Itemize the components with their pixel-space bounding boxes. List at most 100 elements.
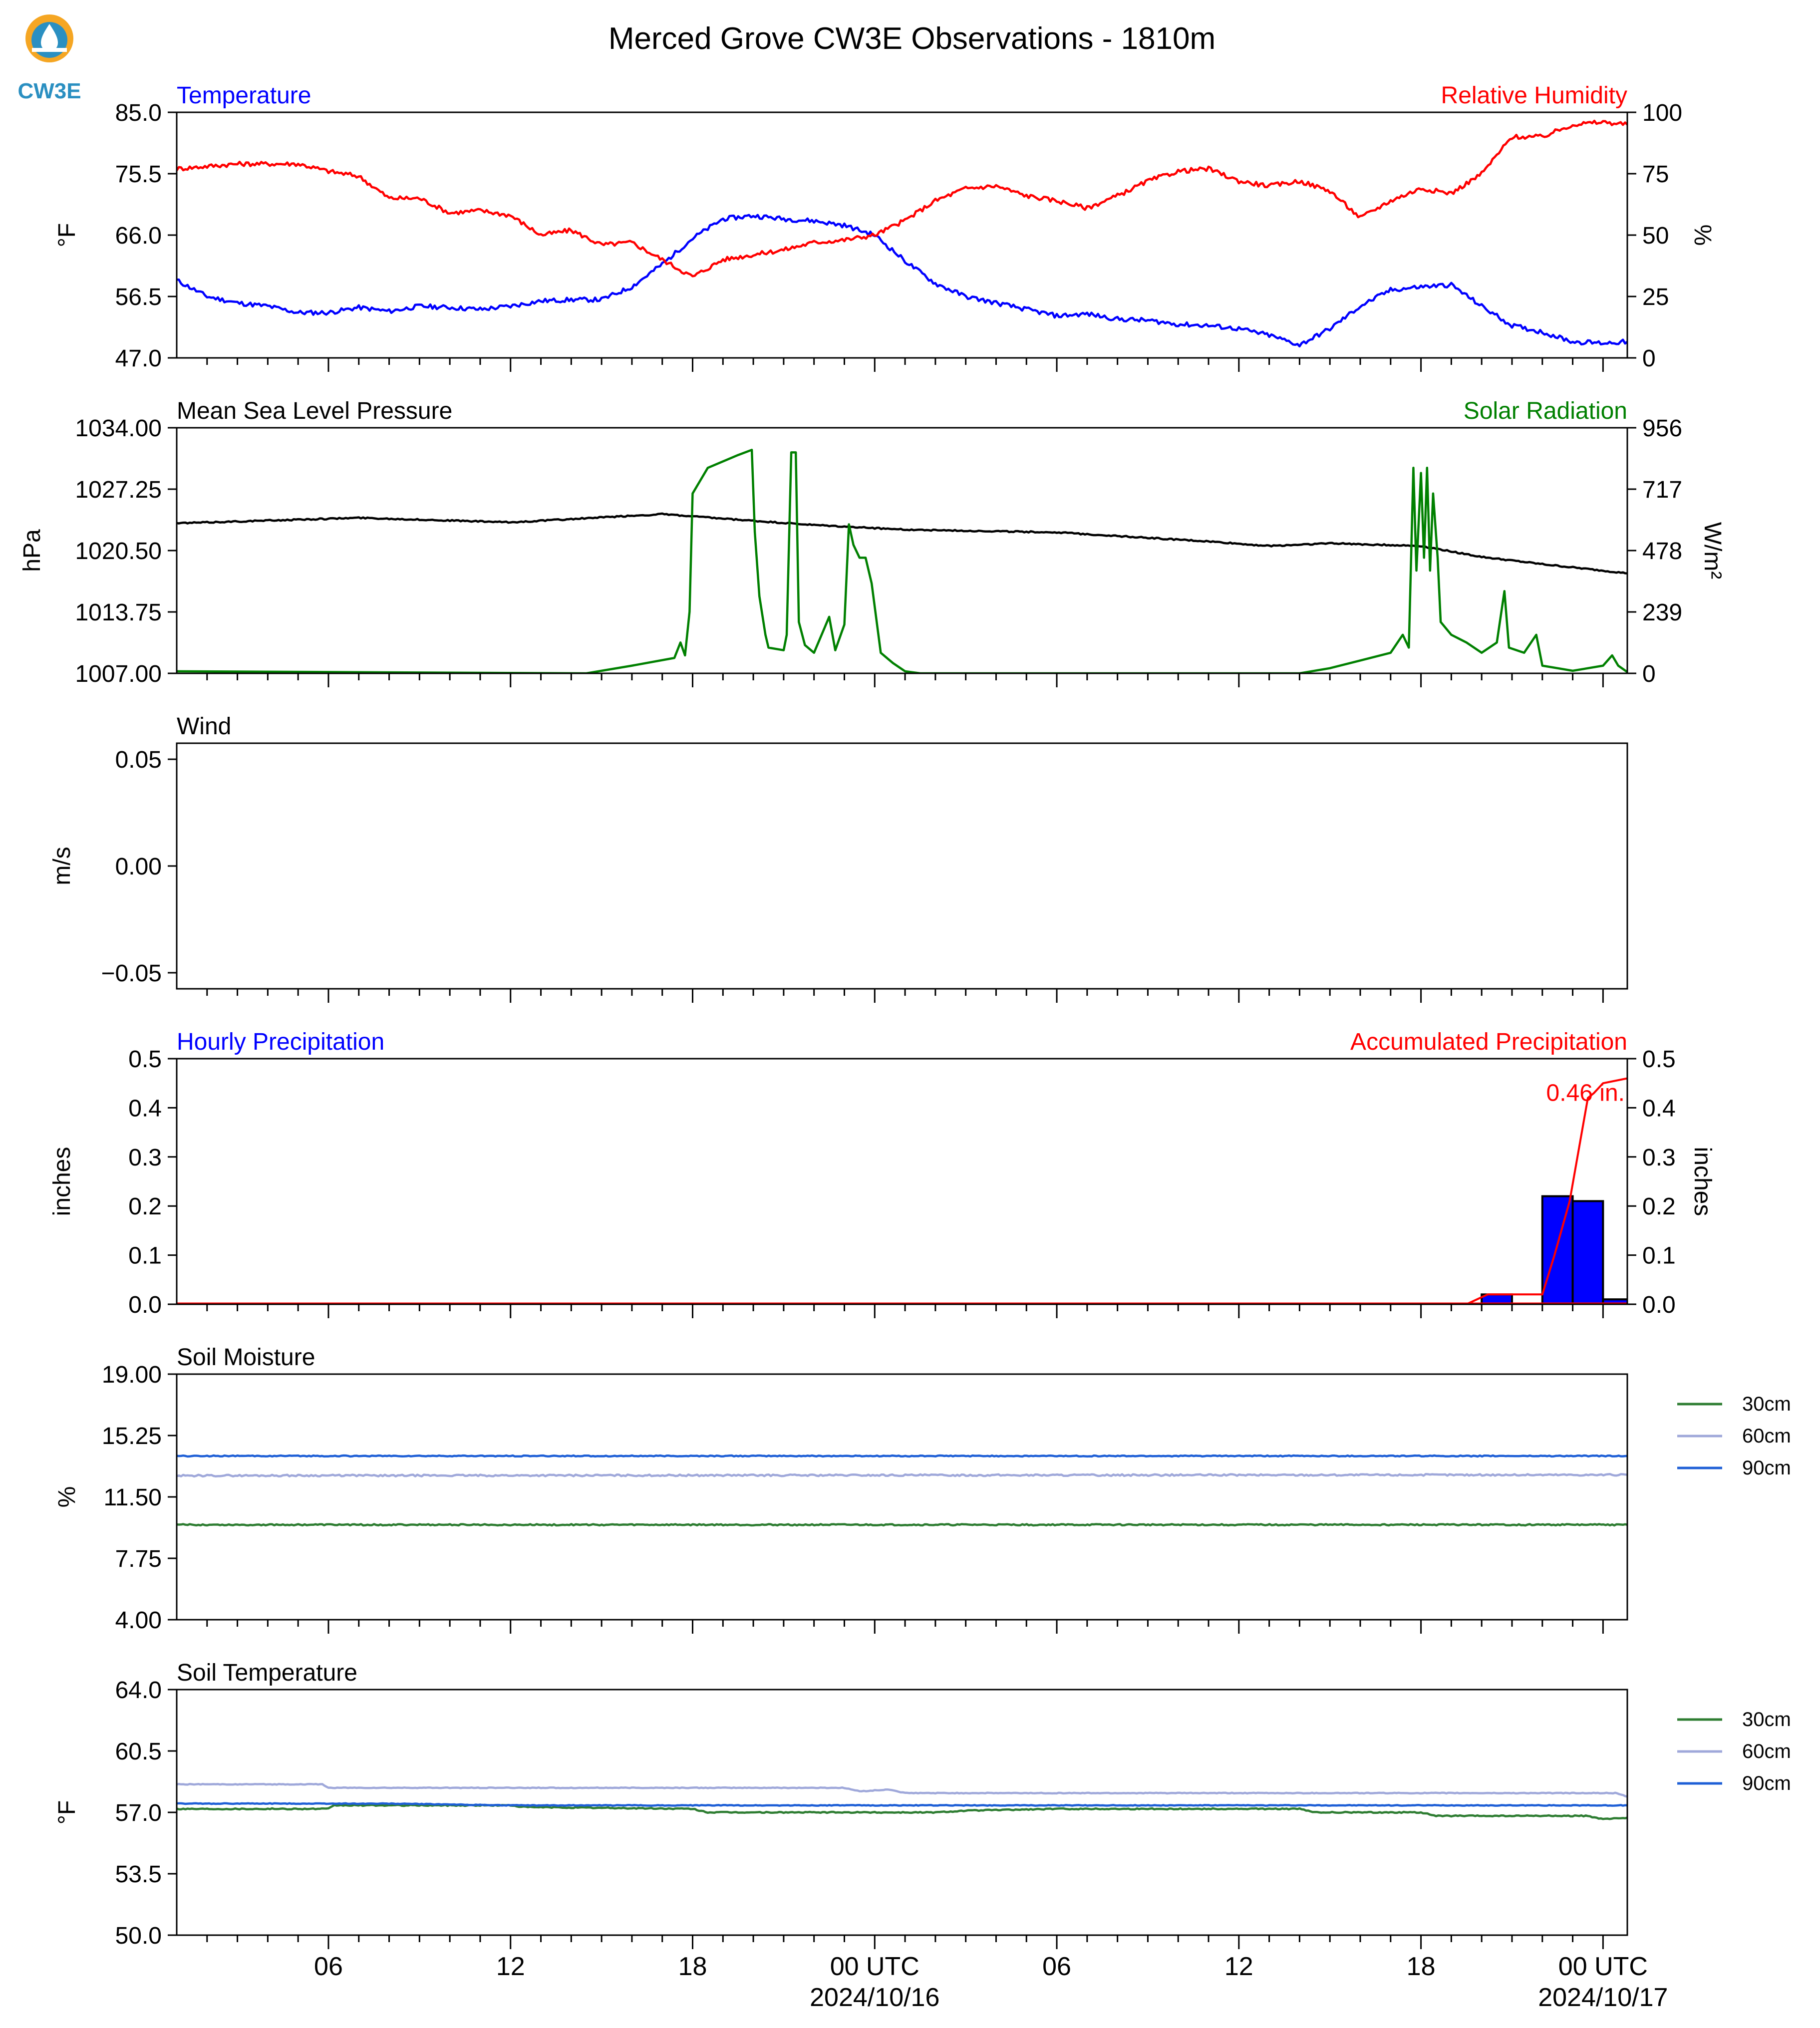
y2-axis-label: inches <box>1689 1147 1716 1216</box>
y2-tick-label: 0.1 <box>1642 1243 1676 1269</box>
series-line-60cm <box>177 1782 1627 1798</box>
y2-tick-label: 0.5 <box>1642 1046 1676 1073</box>
y-axis-label: °F <box>54 223 80 248</box>
y-tick-label: 1007.00 <box>75 661 162 687</box>
legend: 30cm 60cm 90cm <box>1677 1393 1791 1479</box>
plot-area <box>177 1454 1627 1527</box>
series-line-30cm <box>177 1523 1627 1527</box>
y-tick-label: −0.05 <box>101 960 162 987</box>
plot-frame <box>176 111 1628 359</box>
y-tick-label: 1034.00 <box>75 415 162 442</box>
x-tick-label: 18 <box>1407 1952 1436 1981</box>
y2-tick-label: 956 <box>1642 415 1682 442</box>
y2-tick-label: 50 <box>1642 223 1669 249</box>
y2-tick-label: 25 <box>1642 284 1669 310</box>
x-tick-label: 00 UTC <box>830 1952 919 1981</box>
y-tick-label: 50.0 <box>115 1923 162 1949</box>
legend-label: 60cm <box>1742 1425 1791 1447</box>
series-line-90cm <box>177 1802 1627 1807</box>
panel-soil_moisture: Soil Moisture 4.00 7.75 11.50 15.25 19.00% 30c… <box>54 1344 1791 1634</box>
logo: CW3E <box>17 14 81 103</box>
chart-title: Merced Grove CW3E Observations - 1810m <box>608 21 1215 56</box>
y-tick-label: 19.00 <box>102 1362 162 1388</box>
y-tick-label: 0.5 <box>128 1046 162 1073</box>
y-tick-label: 4.00 <box>115 1607 162 1634</box>
series-line-left <box>177 214 1627 348</box>
series-line-90cm <box>177 1454 1627 1458</box>
panel-left-title: Mean Sea Level Pressure <box>177 398 452 424</box>
y-tick-label: 0.2 <box>128 1193 162 1220</box>
plot-frame <box>176 1058 1628 1305</box>
y-tick-label: 15.25 <box>102 1423 162 1449</box>
y-tick-label: 85.0 <box>115 100 162 126</box>
y-tick-label: 0.05 <box>115 747 162 773</box>
plot-frame <box>176 742 1628 990</box>
y-tick-label: 56.5 <box>115 284 162 310</box>
y2-tick-label: 0.4 <box>1642 1095 1676 1122</box>
x-date-label: 2024/10/16 <box>810 1983 939 2012</box>
panel-left-title: Soil Moisture <box>177 1344 315 1371</box>
legend-label: 30cm <box>1742 1393 1791 1415</box>
legend-label: 30cm <box>1742 1709 1791 1731</box>
accumulated-annotation: 0.46 in. <box>1546 1080 1625 1106</box>
x-tick-label: 06 <box>1042 1952 1071 1981</box>
y-tick-label: 0.3 <box>128 1145 162 1171</box>
plot-frame <box>176 427 1628 674</box>
panel-left-title: Hourly Precipitation <box>177 1029 384 1055</box>
y-axis-label: inches <box>49 1147 75 1216</box>
y-tick-label: 75.5 <box>115 161 162 188</box>
panel-left-title: Temperature <box>177 82 311 109</box>
y-axis-label: °F <box>54 1800 80 1825</box>
logo-text: CW3E <box>17 79 81 103</box>
y-tick-label: 0.4 <box>128 1095 162 1122</box>
y-tick-label: 60.5 <box>115 1738 162 1765</box>
legend-label: 90cm <box>1742 1772 1791 1794</box>
x-tick-label: 12 <box>1224 1952 1253 1981</box>
y-tick-label: 53.5 <box>115 1861 162 1888</box>
y-axis-label: m/s <box>49 847 75 885</box>
panel-left-title: Soil Temperature <box>177 1660 357 1686</box>
plot-frame <box>176 1373 1628 1621</box>
y-tick-label: 57.0 <box>115 1800 162 1826</box>
legend: 30cm 60cm 90cm <box>1677 1709 1791 1794</box>
y2-tick-label: 0.2 <box>1642 1193 1676 1220</box>
precip-bar <box>1541 1195 1574 1304</box>
y-tick-label: 7.75 <box>115 1546 162 1572</box>
y-axis-label: hPa <box>19 529 45 572</box>
y-tick-label: 47.0 <box>115 345 162 372</box>
y2-tick-label: 239 <box>1642 599 1682 626</box>
legend-label: 90cm <box>1742 1457 1791 1479</box>
y2-tick-label: 0.3 <box>1642 1145 1676 1171</box>
panel-right-title: Solar Radiation <box>1464 398 1627 424</box>
y2-tick-label: 100 <box>1642 100 1682 126</box>
panel-right-title: Relative Humidity <box>1441 82 1627 109</box>
y-tick-label: 1020.50 <box>75 538 162 565</box>
series-line-right <box>177 449 1627 673</box>
panel-right-title: Accumulated Precipitation <box>1350 1029 1627 1055</box>
panel-pressure_solar: Mean Sea Level Pressure Solar Radiation 10… <box>19 398 1726 687</box>
series-line-left <box>177 512 1627 575</box>
panel-left-title: Wind <box>177 713 231 740</box>
plot-frame <box>176 1689 1628 1936</box>
panel-precip: Hourly Precipitation Accumulated Precipit… <box>49 1029 1716 1318</box>
plot-area <box>177 449 1627 673</box>
y-tick-label: 66.0 <box>115 223 162 249</box>
panel-soil_temp: Soil Temperature 50.0 53.5 57.0 60.5 64.0 °F 30… <box>54 1660 1791 2012</box>
plot-area <box>177 119 1627 348</box>
y2-axis-label: % <box>1689 225 1716 246</box>
y2-tick-label: 0 <box>1642 345 1656 372</box>
y2-tick-label: 0.0 <box>1642 1292 1676 1318</box>
y2-axis-label: W/m² <box>1699 522 1726 579</box>
y-tick-label: 0.1 <box>128 1243 162 1269</box>
precip-bar <box>1571 1200 1604 1304</box>
y-tick-label: 1013.75 <box>75 599 162 626</box>
x-tick-label: 18 <box>678 1952 707 1981</box>
x-tick-label: 00 UTC <box>1558 1952 1648 1981</box>
y-tick-label: 1027.25 <box>75 477 162 503</box>
x-tick-label: 06 <box>314 1952 343 1981</box>
y-axis-label: % <box>54 1486 80 1508</box>
y2-tick-label: 717 <box>1642 477 1682 503</box>
y-tick-label: 0.0 <box>128 1292 162 1318</box>
x-date-label: 2024/10/17 <box>1538 1983 1668 2012</box>
